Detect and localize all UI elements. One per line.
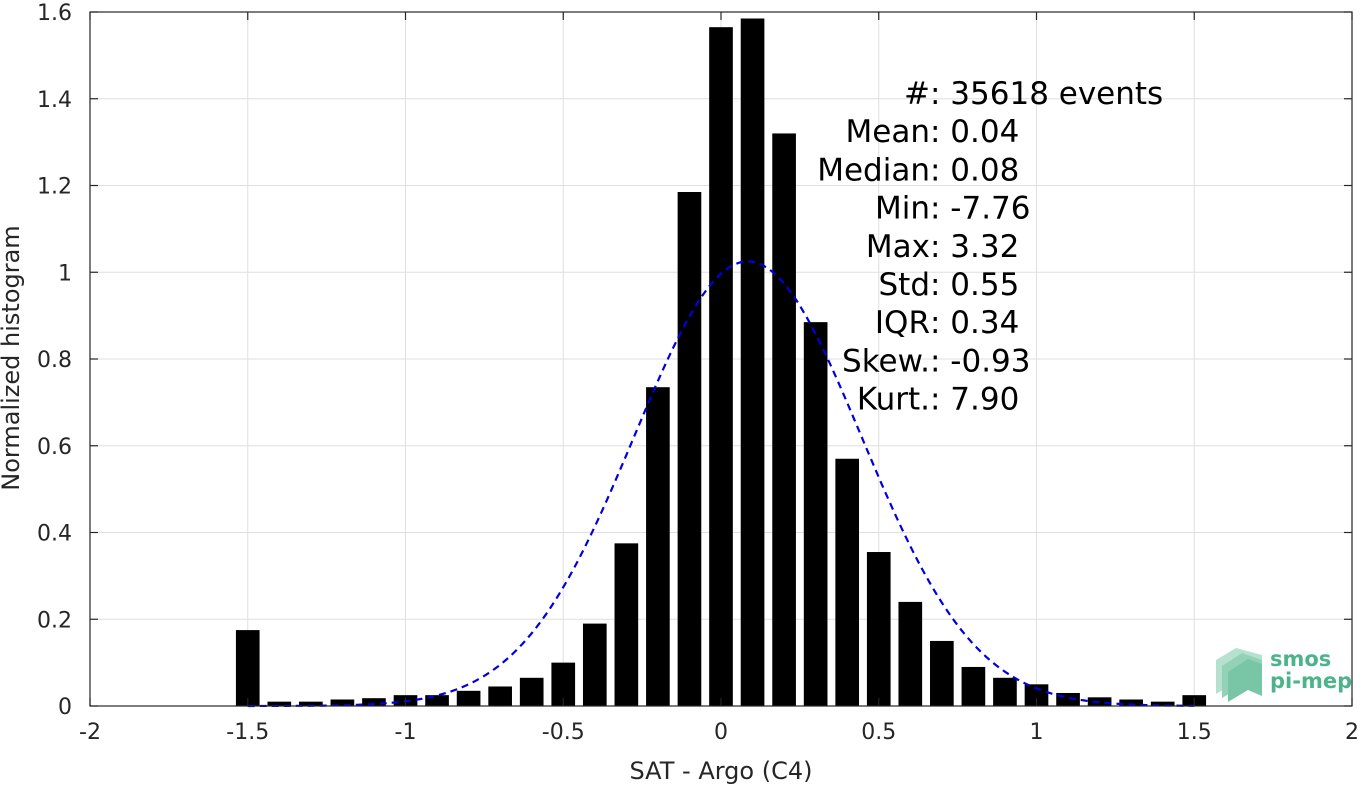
stat-label: Kurt. [857, 382, 930, 418]
stat-label: Skew. [842, 343, 930, 379]
y-tick-label: 0 [58, 695, 72, 720]
stat-value: : 0.55 [930, 267, 1019, 303]
x-tick-label: 0 [714, 720, 728, 745]
histogram-bar [803, 322, 828, 706]
histogram-bar [614, 543, 639, 706]
stat-label: Std [878, 267, 930, 303]
y-axis-label: Normalized histogram [0, 225, 25, 490]
y-tick-label: 1.6 [37, 1, 72, 26]
histogram-bar [519, 677, 544, 706]
x-tick-label: -2 [79, 720, 101, 745]
stat-value: : -0.93 [930, 343, 1031, 379]
histogram-bar [930, 640, 954, 706]
histogram-bar [582, 623, 607, 706]
histogram-bar [488, 686, 512, 706]
stat-value: : 0.08 [930, 152, 1019, 188]
x-axis-label: SAT - Argo (C4) [630, 757, 813, 785]
histogram-bar [646, 387, 670, 706]
stat-value: : 0.34 [930, 305, 1019, 341]
stat-label: Median [817, 152, 930, 188]
stat-label: Min [875, 191, 930, 227]
x-tick-label: 1.5 [1177, 720, 1212, 745]
histogram-bar [677, 192, 702, 707]
x-tick-label: 2 [1345, 720, 1359, 745]
y-tick-label: 0.4 [37, 522, 72, 547]
histogram-bars [235, 18, 1207, 707]
stat-value: : -7.76 [930, 191, 1031, 227]
x-tick-label: 1 [1030, 720, 1044, 745]
stat-value: : 7.90 [930, 382, 1019, 418]
histogram-bar [1150, 701, 1175, 706]
x-tick-label: -1.5 [226, 720, 269, 745]
y-tick-label: 0.6 [37, 435, 72, 460]
stat-label: # [904, 76, 930, 112]
histogram-bar [362, 698, 386, 706]
y-tick-label: 0.8 [37, 348, 72, 373]
y-tick-label: 0.2 [37, 608, 72, 633]
logo-text-smos: smos [1270, 647, 1331, 671]
stat-value: : 35618 events [930, 76, 1163, 112]
histogram-bar [551, 662, 576, 706]
histogram-bar [1024, 684, 1049, 706]
histogram-bar [235, 630, 260, 706]
histogram-bar [961, 666, 986, 706]
histogram-bar [1087, 697, 1112, 706]
x-axis-ticks: -2 -1.5 -1 -0.5 0 0.5 1 1.5 2 [79, 12, 1359, 745]
histogram-bar [267, 701, 292, 706]
stat-value: : 3.32 [930, 229, 1019, 265]
y-tick-label: 1.4 [37, 88, 72, 113]
histogram-bar [425, 695, 449, 706]
y-axis-ticks: 0 0.2 0.4 0.6 0.8 1 1.2 1.4 1.6 [37, 1, 1352, 720]
histogram-bar [772, 133, 796, 706]
histogram-bar [993, 677, 1017, 706]
stat-label: IQR [875, 305, 930, 341]
logo-text-pi-mep: pi-mep [1270, 669, 1352, 693]
histogram-bar [1119, 699, 1143, 706]
stat-label: Max [866, 229, 930, 265]
histogram-bar [330, 699, 355, 706]
histogram-bar [456, 690, 481, 706]
stat-value: : 0.04 [930, 114, 1019, 150]
histogram-bar [866, 552, 891, 706]
stat-label: Mean [846, 114, 930, 150]
histogram-bar [835, 458, 860, 706]
histogram-bar [709, 27, 733, 706]
x-tick-label: -0.5 [542, 720, 585, 745]
y-tick-label: 1.2 [37, 175, 72, 200]
histogram-bar [299, 701, 323, 706]
histogram-bar [740, 18, 765, 707]
x-tick-label: -1 [395, 720, 417, 745]
y-tick-label: 1 [58, 261, 72, 286]
logo-waves-icon [1216, 648, 1262, 702]
histogram-bar [898, 601, 923, 706]
x-tick-label: 0.5 [861, 720, 896, 745]
smos-pi-mep-logo: smos pi-mep [1216, 647, 1352, 702]
